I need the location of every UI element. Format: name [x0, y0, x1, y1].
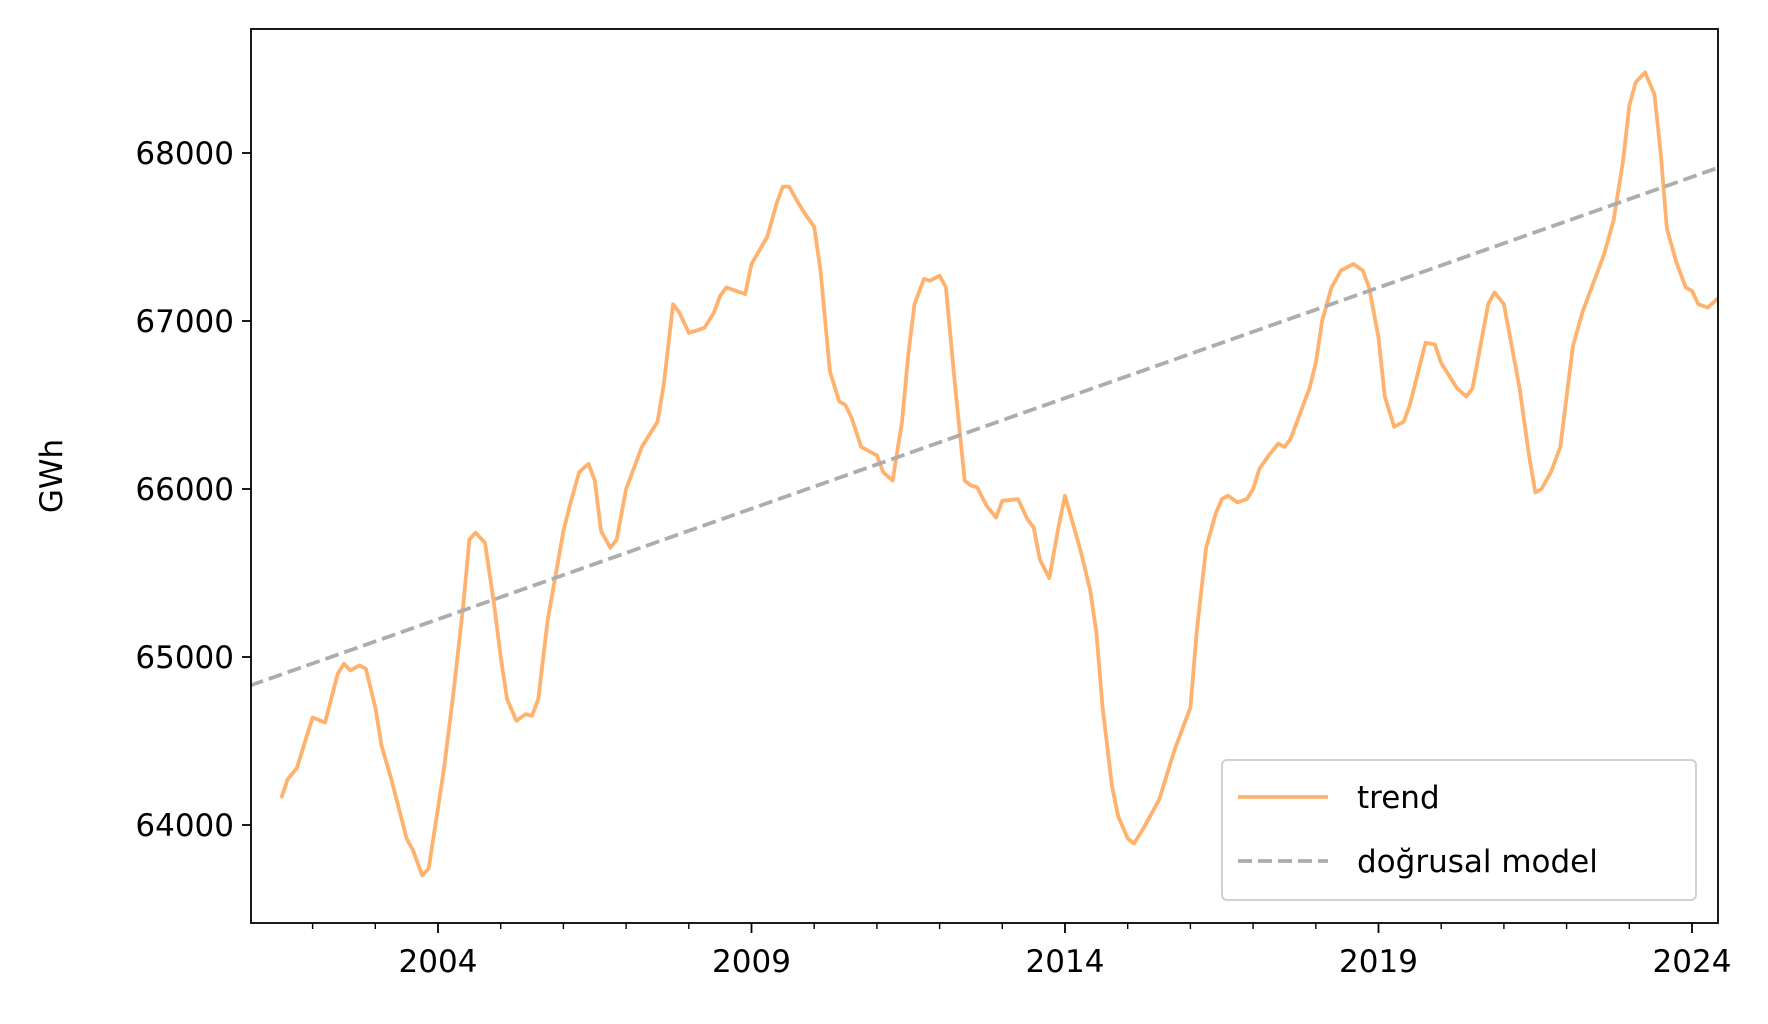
- x-tick-label: 2014: [1026, 944, 1105, 980]
- series-group: [251, 70, 1718, 878]
- y-tick-label: 66000: [135, 472, 234, 508]
- x-tick-label: 2024: [1653, 944, 1732, 980]
- series-line-trend: [279, 70, 1718, 878]
- x-tick-label: 2009: [712, 944, 791, 980]
- y-tick-label: 68000: [135, 136, 234, 172]
- y-axis-label: GWh: [34, 439, 70, 513]
- x-tick-label: 2019: [1339, 944, 1418, 980]
- x-tick-label: 2004: [399, 944, 478, 980]
- y-tick-label: 67000: [135, 304, 234, 340]
- legend-label: trend: [1357, 780, 1440, 816]
- y-tick-label: 64000: [135, 808, 234, 844]
- y-tick-label: 65000: [135, 640, 234, 676]
- legend-box: [1221, 759, 1697, 901]
- legend-label: doğrusal model: [1357, 844, 1598, 880]
- plot-frame: [250, 28, 1719, 924]
